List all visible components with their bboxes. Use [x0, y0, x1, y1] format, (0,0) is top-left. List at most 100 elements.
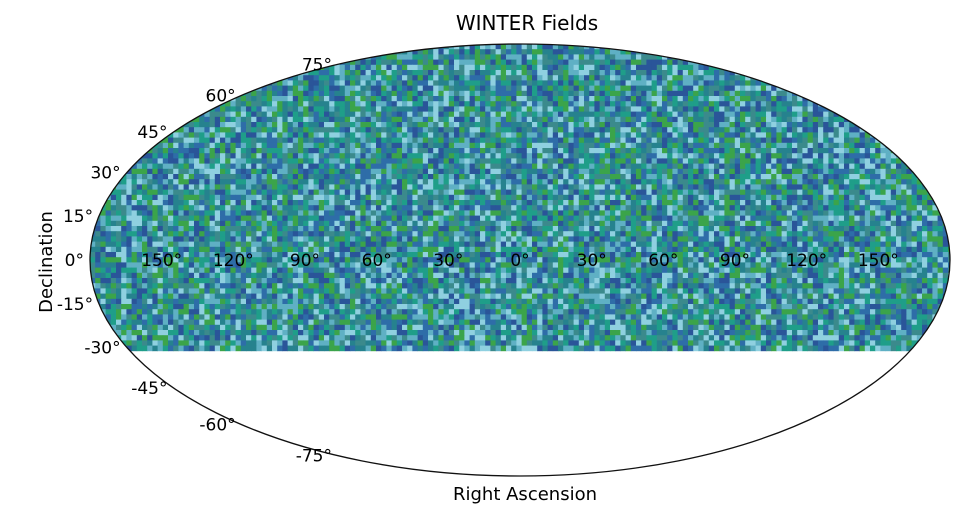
field-tile [365, 168, 372, 175]
field-tile [370, 158, 377, 164]
field-tile [911, 85, 918, 92]
field-tile [828, 101, 834, 107]
field-tile [901, 148, 907, 154]
field-tile [204, 179, 210, 185]
field-tile [469, 179, 476, 185]
field-tile [750, 189, 756, 196]
field-tile [625, 122, 632, 128]
field-tile [620, 122, 626, 128]
field-tile [703, 106, 710, 112]
field-tile [864, 96, 871, 102]
field-tile [802, 90, 808, 97]
field-tile [168, 184, 174, 190]
field-tile [329, 96, 335, 102]
field-tile [828, 116, 834, 123]
field-tile [360, 168, 366, 175]
field-tile [230, 132, 236, 138]
field-tile [942, 174, 949, 180]
field-tile [781, 64, 788, 71]
field-tile [672, 163, 678, 170]
field-tile [142, 116, 148, 123]
field-tile [688, 194, 694, 201]
field-tile [443, 153, 450, 159]
field-tile [318, 153, 325, 159]
field-tile [199, 158, 205, 164]
field-tile [755, 44, 762, 50]
field-tile [183, 137, 190, 144]
field-tile [776, 194, 782, 201]
field-tile [734, 59, 741, 66]
field-tile [381, 142, 387, 149]
field-tile [729, 49, 736, 55]
field-tile [724, 153, 730, 159]
field-tile [230, 59, 236, 66]
field-tile [875, 75, 881, 81]
field-tile [797, 85, 803, 92]
field-tile [282, 44, 288, 50]
field-tile [615, 148, 621, 154]
field-tile [578, 174, 585, 180]
field-tile [807, 64, 814, 71]
field-tile [859, 116, 866, 123]
field-tile [433, 106, 439, 112]
field-tile [630, 174, 637, 180]
field-tile [246, 75, 252, 81]
field-tile [183, 90, 190, 97]
field-tile [812, 101, 819, 107]
field-tile [771, 184, 777, 190]
field-tile [641, 189, 647, 196]
field-tile [563, 184, 569, 190]
field-tile [656, 70, 663, 76]
field-tile [454, 163, 460, 170]
field-tile [121, 111, 127, 118]
field-tile [656, 54, 663, 60]
field-tile [677, 194, 684, 201]
field-tile [802, 189, 808, 196]
field-tile [412, 90, 418, 97]
field-tile [672, 153, 678, 159]
field-tile [797, 158, 803, 164]
field-tile [131, 54, 138, 60]
field-tile [235, 49, 242, 55]
field-tile [698, 158, 704, 164]
field-tile [360, 90, 366, 97]
field-tile [287, 101, 294, 107]
field-tile [667, 184, 673, 190]
field-tile [376, 168, 382, 175]
field-tile [485, 101, 491, 107]
field-tile [942, 184, 949, 190]
field-tile [428, 75, 434, 81]
field-tile [818, 75, 824, 81]
field-tile [667, 80, 673, 86]
field-tile [324, 49, 330, 55]
field-tile [469, 184, 476, 190]
field-tile [422, 174, 429, 180]
field-tile [443, 106, 450, 112]
field-tile [168, 132, 174, 138]
field-tile [272, 96, 278, 102]
field-tile [402, 116, 408, 123]
field-tile [729, 189, 736, 196]
field-tile [693, 132, 699, 138]
field-tile [890, 64, 897, 71]
field-tile [651, 184, 658, 190]
field-tile [230, 122, 236, 128]
field-tile [376, 64, 382, 71]
field-tile [584, 179, 590, 185]
field-tile [266, 101, 273, 107]
field-tile [469, 137, 476, 144]
field-tile [308, 174, 314, 180]
field-tile [641, 194, 647, 201]
field-tile [266, 168, 273, 175]
field-tile [833, 75, 840, 81]
field-tile [142, 189, 148, 196]
field-tile [251, 49, 257, 55]
field-tile [942, 189, 949, 196]
field-tile [703, 80, 710, 86]
field-tile [157, 44, 164, 50]
field-tile [298, 80, 304, 86]
field-tile [599, 116, 606, 123]
field-tile [370, 153, 377, 159]
field-tile [880, 44, 886, 50]
field-tile [625, 194, 632, 201]
